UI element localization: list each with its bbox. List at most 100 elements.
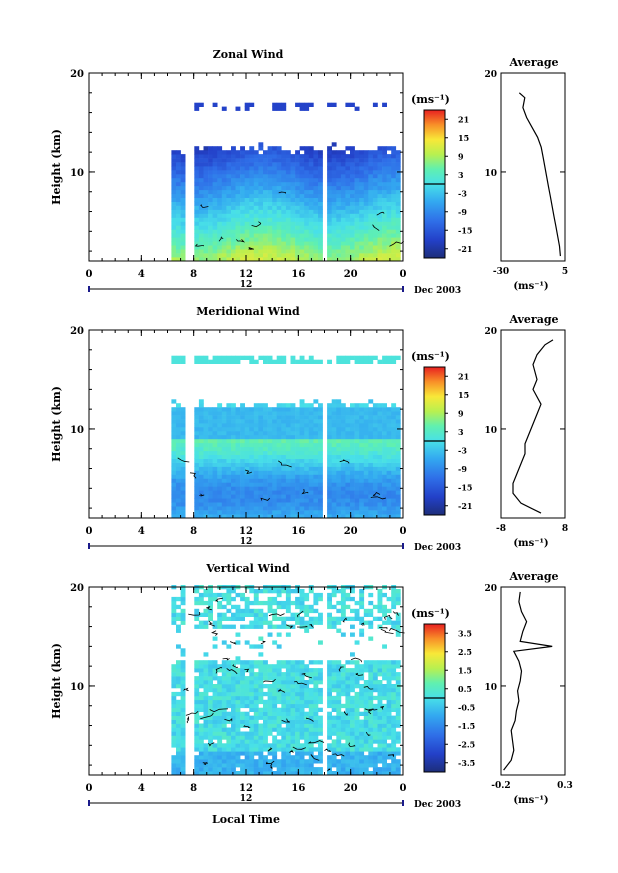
heatmap-cell [263, 612, 268, 617]
heatmap-cell [354, 751, 360, 756]
heatmap-cell [359, 474, 365, 479]
heatmap-cell [217, 470, 223, 475]
heatmap-cell [313, 411, 319, 416]
heatmap-cell [231, 253, 236, 258]
colorbar-tick-label: 1.5 [458, 665, 472, 675]
heatmap-cell [331, 154, 337, 159]
heatmap-cell [285, 486, 291, 491]
heatmap-cell [336, 628, 342, 633]
heatmap-cell [340, 490, 346, 495]
heatmap-cell [176, 612, 181, 617]
heatmap-cell [345, 355, 351, 360]
heatmap-cell [235, 656, 241, 661]
heatmap-cell [386, 419, 392, 424]
heatmap-cell [272, 193, 278, 198]
heatmap-cell [304, 154, 310, 159]
heatmap-cell [327, 592, 332, 598]
heatmap-cell [194, 691, 200, 697]
heatmap-cell [331, 494, 337, 499]
heatmap-cell [290, 189, 296, 195]
heatmap-cell [253, 213, 259, 218]
heatmap-cell [318, 257, 323, 262]
heatmap-cell [372, 221, 378, 226]
heatmap-cell [372, 197, 378, 202]
heatmap-cell [226, 454, 232, 459]
heatmap-cell [372, 209, 378, 214]
heatmap-cell [240, 624, 245, 629]
heatmap-cell [299, 755, 305, 760]
heatmap-cell [203, 660, 209, 665]
heatmap-cell [391, 427, 397, 432]
heatmap-cell [276, 415, 282, 420]
heatmap-cell [350, 759, 355, 764]
heatmap-cell [194, 676, 200, 681]
heatmap-cell [295, 470, 300, 475]
heatmap-cell [226, 403, 232, 408]
heatmap-cell [171, 249, 177, 254]
contour-line [339, 459, 350, 464]
heatmap-cell [304, 438, 310, 444]
heatmap-cell [308, 221, 314, 226]
heatmap-cell [253, 205, 259, 210]
heatmap-cell [318, 458, 323, 463]
heatmap-cell [221, 498, 227, 503]
heatmap-cell [235, 691, 241, 697]
heatmap-cell [386, 502, 392, 507]
heatmap-cell [226, 166, 232, 171]
heatmap-cell [327, 197, 332, 202]
heatmap-cell [363, 486, 369, 491]
heatmap-cell [267, 699, 273, 705]
heatmap-cell [350, 454, 355, 459]
heatmap-cell [368, 185, 374, 191]
heatmap-cell [267, 355, 273, 360]
heatmap-cell [290, 466, 296, 471]
heatmap-cell [267, 237, 273, 242]
heatmap-cell [171, 359, 177, 364]
heatmap-cell [281, 684, 287, 689]
heatmap-cell [377, 514, 383, 519]
heatmap-cell [244, 664, 250, 669]
heatmap-cell [226, 237, 232, 242]
heatmap-cell [331, 719, 337, 724]
heatmap-cell [226, 624, 232, 629]
heatmap-cell [285, 664, 291, 669]
heatmap-cell [359, 173, 365, 179]
heatmap-cell [359, 687, 365, 693]
heatmap-cell [372, 150, 378, 155]
heatmap-cell [217, 446, 223, 452]
heatmap-cell [386, 221, 392, 226]
heatmap-cell [253, 731, 259, 736]
heatmap-cell [299, 221, 305, 226]
heatmap-cell [318, 592, 323, 598]
heatmap-cell [359, 719, 365, 724]
heatmap-cell [253, 474, 259, 479]
heatmap-cell [372, 747, 378, 752]
heatmap-cell [194, 608, 200, 614]
heatmap-cell [258, 687, 264, 693]
heatmap-cell [221, 427, 227, 432]
heatmap-cell [354, 707, 360, 712]
heatmap-cell [253, 707, 259, 712]
heatmap-cell [244, 755, 250, 760]
heatmap-cell [176, 189, 181, 195]
heatmap-cell [281, 719, 287, 724]
heatmap-cell [176, 723, 181, 728]
heatmap-cell [171, 739, 177, 744]
heatmap-cell [198, 355, 204, 360]
heatmap-cell [304, 514, 310, 519]
heatmap-cell [253, 438, 259, 444]
heatmap-cell [299, 735, 305, 740]
heatmap-cell [194, 759, 200, 764]
heatmap-cell [258, 664, 264, 669]
heatmap-cell [217, 411, 223, 416]
heatmap-cell [240, 466, 245, 471]
heatmap-cell [318, 423, 323, 428]
heatmap-cell [359, 237, 365, 242]
heatmap-cell [290, 245, 296, 250]
heatmap-cell [221, 604, 227, 610]
heatmap-cell [244, 514, 250, 519]
heatmap-cell [313, 185, 319, 191]
heatmap-cell [345, 604, 351, 610]
heatmap-cell [208, 616, 213, 621]
heatmap-cell [345, 723, 351, 728]
